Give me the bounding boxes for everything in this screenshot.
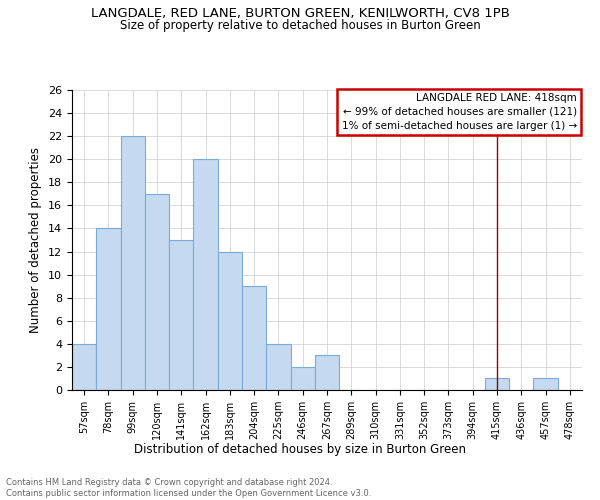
Bar — [533, 378, 558, 390]
Bar — [485, 378, 509, 390]
Bar — [218, 252, 242, 390]
Bar — [169, 240, 193, 390]
Bar — [266, 344, 290, 390]
Bar — [242, 286, 266, 390]
Bar — [145, 194, 169, 390]
Y-axis label: Number of detached properties: Number of detached properties — [29, 147, 43, 333]
Text: LANGDALE, RED LANE, BURTON GREEN, KENILWORTH, CV8 1PB: LANGDALE, RED LANE, BURTON GREEN, KENILW… — [91, 8, 509, 20]
Text: LANGDALE RED LANE: 418sqm
← 99% of detached houses are smaller (121)
1% of semi-: LANGDALE RED LANE: 418sqm ← 99% of detac… — [341, 93, 577, 131]
Bar — [121, 136, 145, 390]
Bar — [72, 344, 96, 390]
Text: Size of property relative to detached houses in Burton Green: Size of property relative to detached ho… — [119, 18, 481, 32]
Text: Contains HM Land Registry data © Crown copyright and database right 2024.
Contai: Contains HM Land Registry data © Crown c… — [6, 478, 371, 498]
Bar — [315, 356, 339, 390]
Bar — [290, 367, 315, 390]
Text: Distribution of detached houses by size in Burton Green: Distribution of detached houses by size … — [134, 442, 466, 456]
Bar — [96, 228, 121, 390]
Bar — [193, 159, 218, 390]
